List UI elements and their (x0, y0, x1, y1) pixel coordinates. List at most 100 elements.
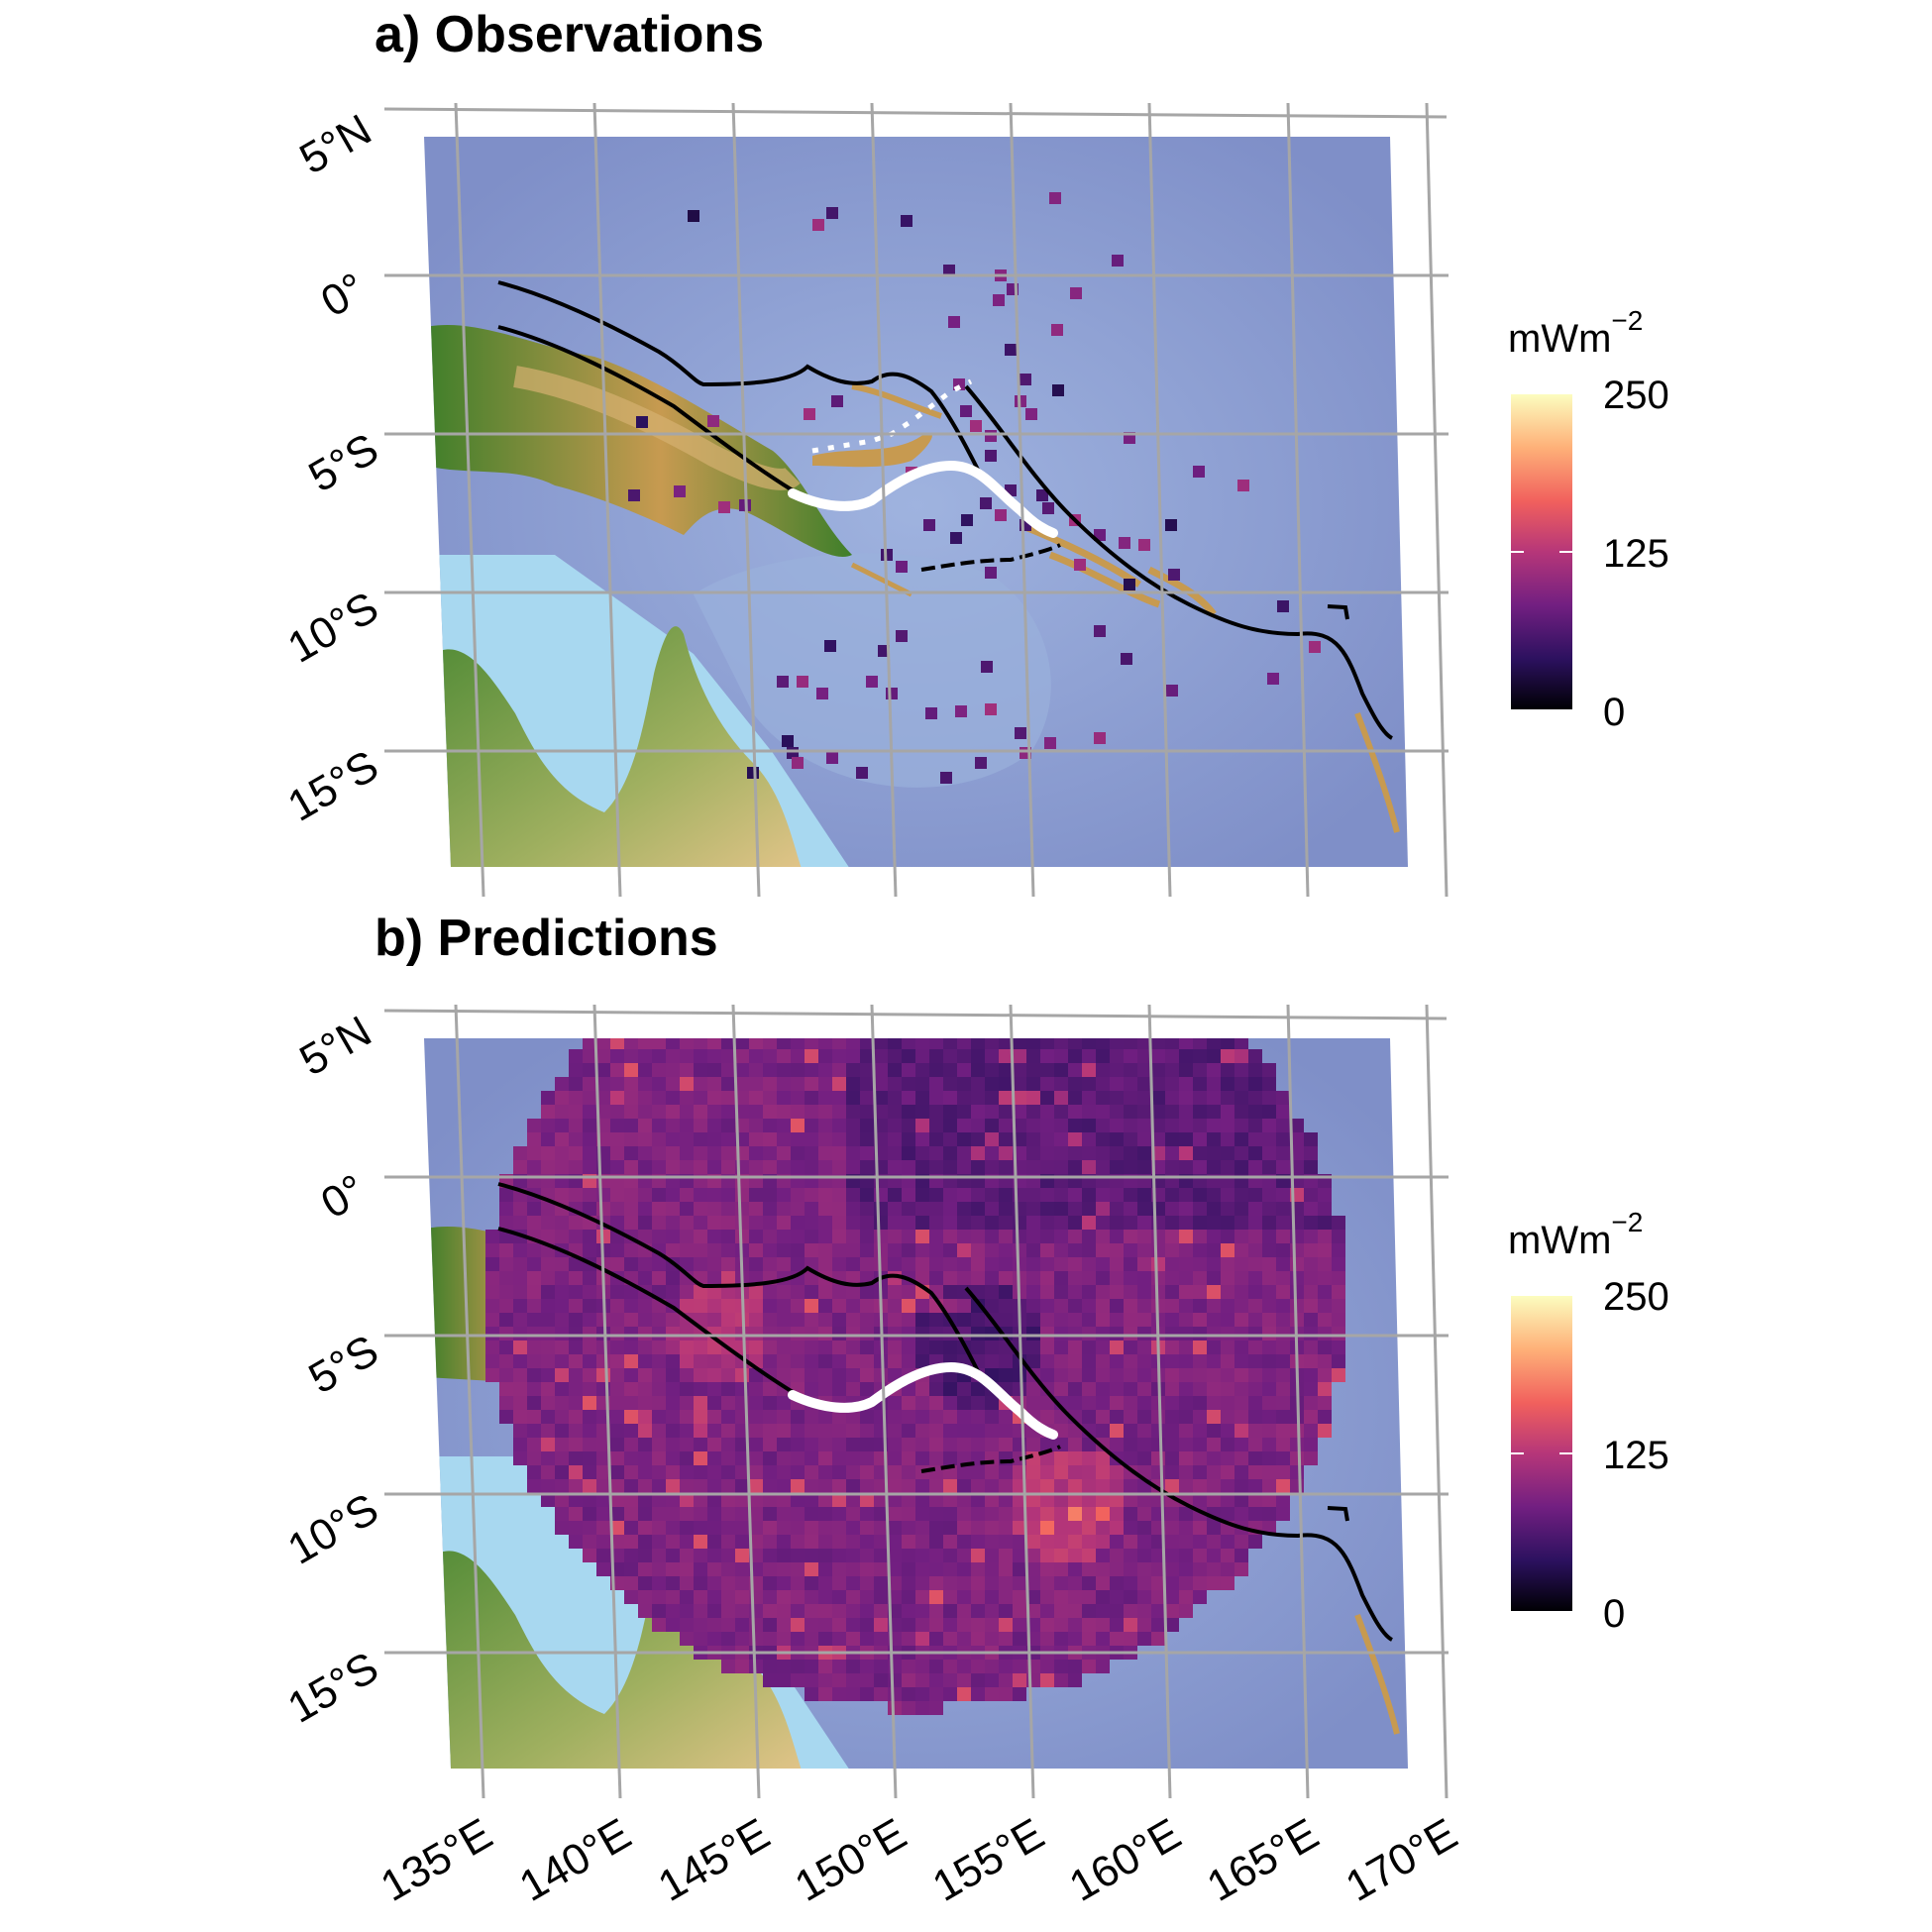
prediction-cell (777, 966, 791, 980)
prediction-cell (957, 980, 971, 994)
prediction-cell (694, 1549, 707, 1562)
prediction-raster (485, 911, 1345, 1715)
prediction-cell (943, 1493, 957, 1507)
prediction-cell (610, 1382, 624, 1396)
prediction-cell (818, 1687, 832, 1701)
prediction-cell (957, 1188, 971, 1202)
boundary-woodlark-b (920, 1445, 1061, 1473)
prediction-cell (1193, 1146, 1207, 1160)
prediction-cell (832, 980, 846, 994)
prediction-cell (818, 1188, 832, 1202)
prediction-cell (541, 1479, 555, 1493)
prediction-cell (541, 1327, 555, 1341)
prediction-cell (985, 1521, 999, 1535)
prediction-cell (777, 1243, 791, 1257)
prediction-cell (1096, 1049, 1110, 1063)
prediction-cell (1207, 1299, 1221, 1313)
prediction-cell (1068, 1479, 1082, 1493)
prediction-cell (1234, 1188, 1248, 1202)
prediction-cell (1179, 1590, 1193, 1604)
prediction-cell (791, 952, 805, 966)
prediction-cell (569, 1119, 583, 1132)
prediction-cell (1276, 1354, 1290, 1368)
prediction-cell (1068, 1673, 1082, 1687)
prediction-cell (694, 1604, 707, 1618)
prediction-cell (694, 1049, 707, 1063)
prediction-cell (999, 1313, 1013, 1327)
prediction-cell (777, 1091, 791, 1105)
prediction-cell (971, 1216, 985, 1230)
prediction-cell (832, 1382, 846, 1396)
prediction-cell (915, 1673, 929, 1687)
prediction-cell (999, 1410, 1013, 1424)
prediction-cell (846, 1451, 860, 1465)
prediction-cell (610, 1132, 624, 1146)
prediction-cell (902, 1105, 915, 1119)
prediction-cell (583, 1507, 596, 1521)
prediction-cell (1276, 1216, 1290, 1230)
prediction-cell (1040, 1188, 1054, 1202)
prediction-cell (957, 1424, 971, 1438)
prediction-cell (1124, 980, 1137, 994)
prediction-cell (915, 1063, 929, 1077)
observation-point (1309, 641, 1321, 653)
prediction-cell (721, 1091, 735, 1105)
prediction-cell (1151, 1632, 1165, 1646)
prediction-cell (999, 1590, 1013, 1604)
prediction-cell (1304, 1132, 1318, 1146)
prediction-cell (610, 1368, 624, 1382)
prediction-cell (735, 994, 749, 1008)
prediction-cell (1013, 1507, 1026, 1521)
prediction-cell (735, 1077, 749, 1091)
prediction-cell (1248, 1160, 1262, 1174)
prediction-cell (749, 1285, 763, 1299)
prediction-cell (846, 1077, 860, 1091)
prediction-cell (1151, 1451, 1165, 1465)
prediction-cell (818, 1243, 832, 1257)
prediction-cell (1137, 1535, 1151, 1549)
prediction-cell (1179, 1091, 1193, 1105)
prediction-cell (888, 1535, 902, 1549)
prediction-cell (818, 1146, 832, 1160)
prediction-cell (652, 1105, 666, 1119)
prediction-cell (1262, 1202, 1276, 1216)
prediction-cell (721, 1327, 735, 1341)
prediction-cell (1276, 1438, 1290, 1451)
prediction-cell (999, 911, 1013, 924)
prediction-cell (805, 1230, 818, 1243)
prediction-cell (957, 994, 971, 1008)
prediction-cell (721, 1576, 735, 1590)
prediction-cell (749, 1299, 763, 1313)
prediction-cell (652, 1271, 666, 1285)
observation-point (961, 514, 973, 526)
prediction-cell (915, 1604, 929, 1618)
prediction-cell (985, 1105, 999, 1119)
observation-points (628, 192, 1321, 784)
prediction-cell (915, 1507, 929, 1521)
prediction-cell (707, 1038, 721, 1049)
prediction-cell (860, 1604, 874, 1618)
prediction-cell (1068, 1243, 1082, 1257)
prediction-cell (860, 1188, 874, 1202)
prediction-cell (860, 1299, 874, 1313)
prediction-cell (915, 952, 929, 966)
prediction-cell (610, 1077, 624, 1091)
prediction-cell (1124, 1618, 1137, 1632)
prediction-cell (1082, 1285, 1096, 1299)
prediction-cell (957, 911, 971, 924)
prediction-cell (943, 1063, 957, 1077)
prediction-cell (929, 1243, 943, 1257)
prediction-cell (832, 1479, 846, 1493)
prediction-cell (1054, 952, 1068, 966)
prediction-cell (971, 1521, 985, 1535)
prediction-cell (721, 1188, 735, 1202)
prediction-cell (1040, 1132, 1054, 1146)
prediction-cell (1304, 1313, 1318, 1327)
prediction-cell (1165, 1008, 1179, 1021)
prediction-cell (666, 1562, 680, 1576)
prediction-cell (860, 1521, 874, 1535)
prediction-cell (735, 1535, 749, 1549)
prediction-cell (707, 1604, 721, 1618)
prediction-cell (1040, 1562, 1054, 1576)
prediction-cell (832, 938, 846, 952)
